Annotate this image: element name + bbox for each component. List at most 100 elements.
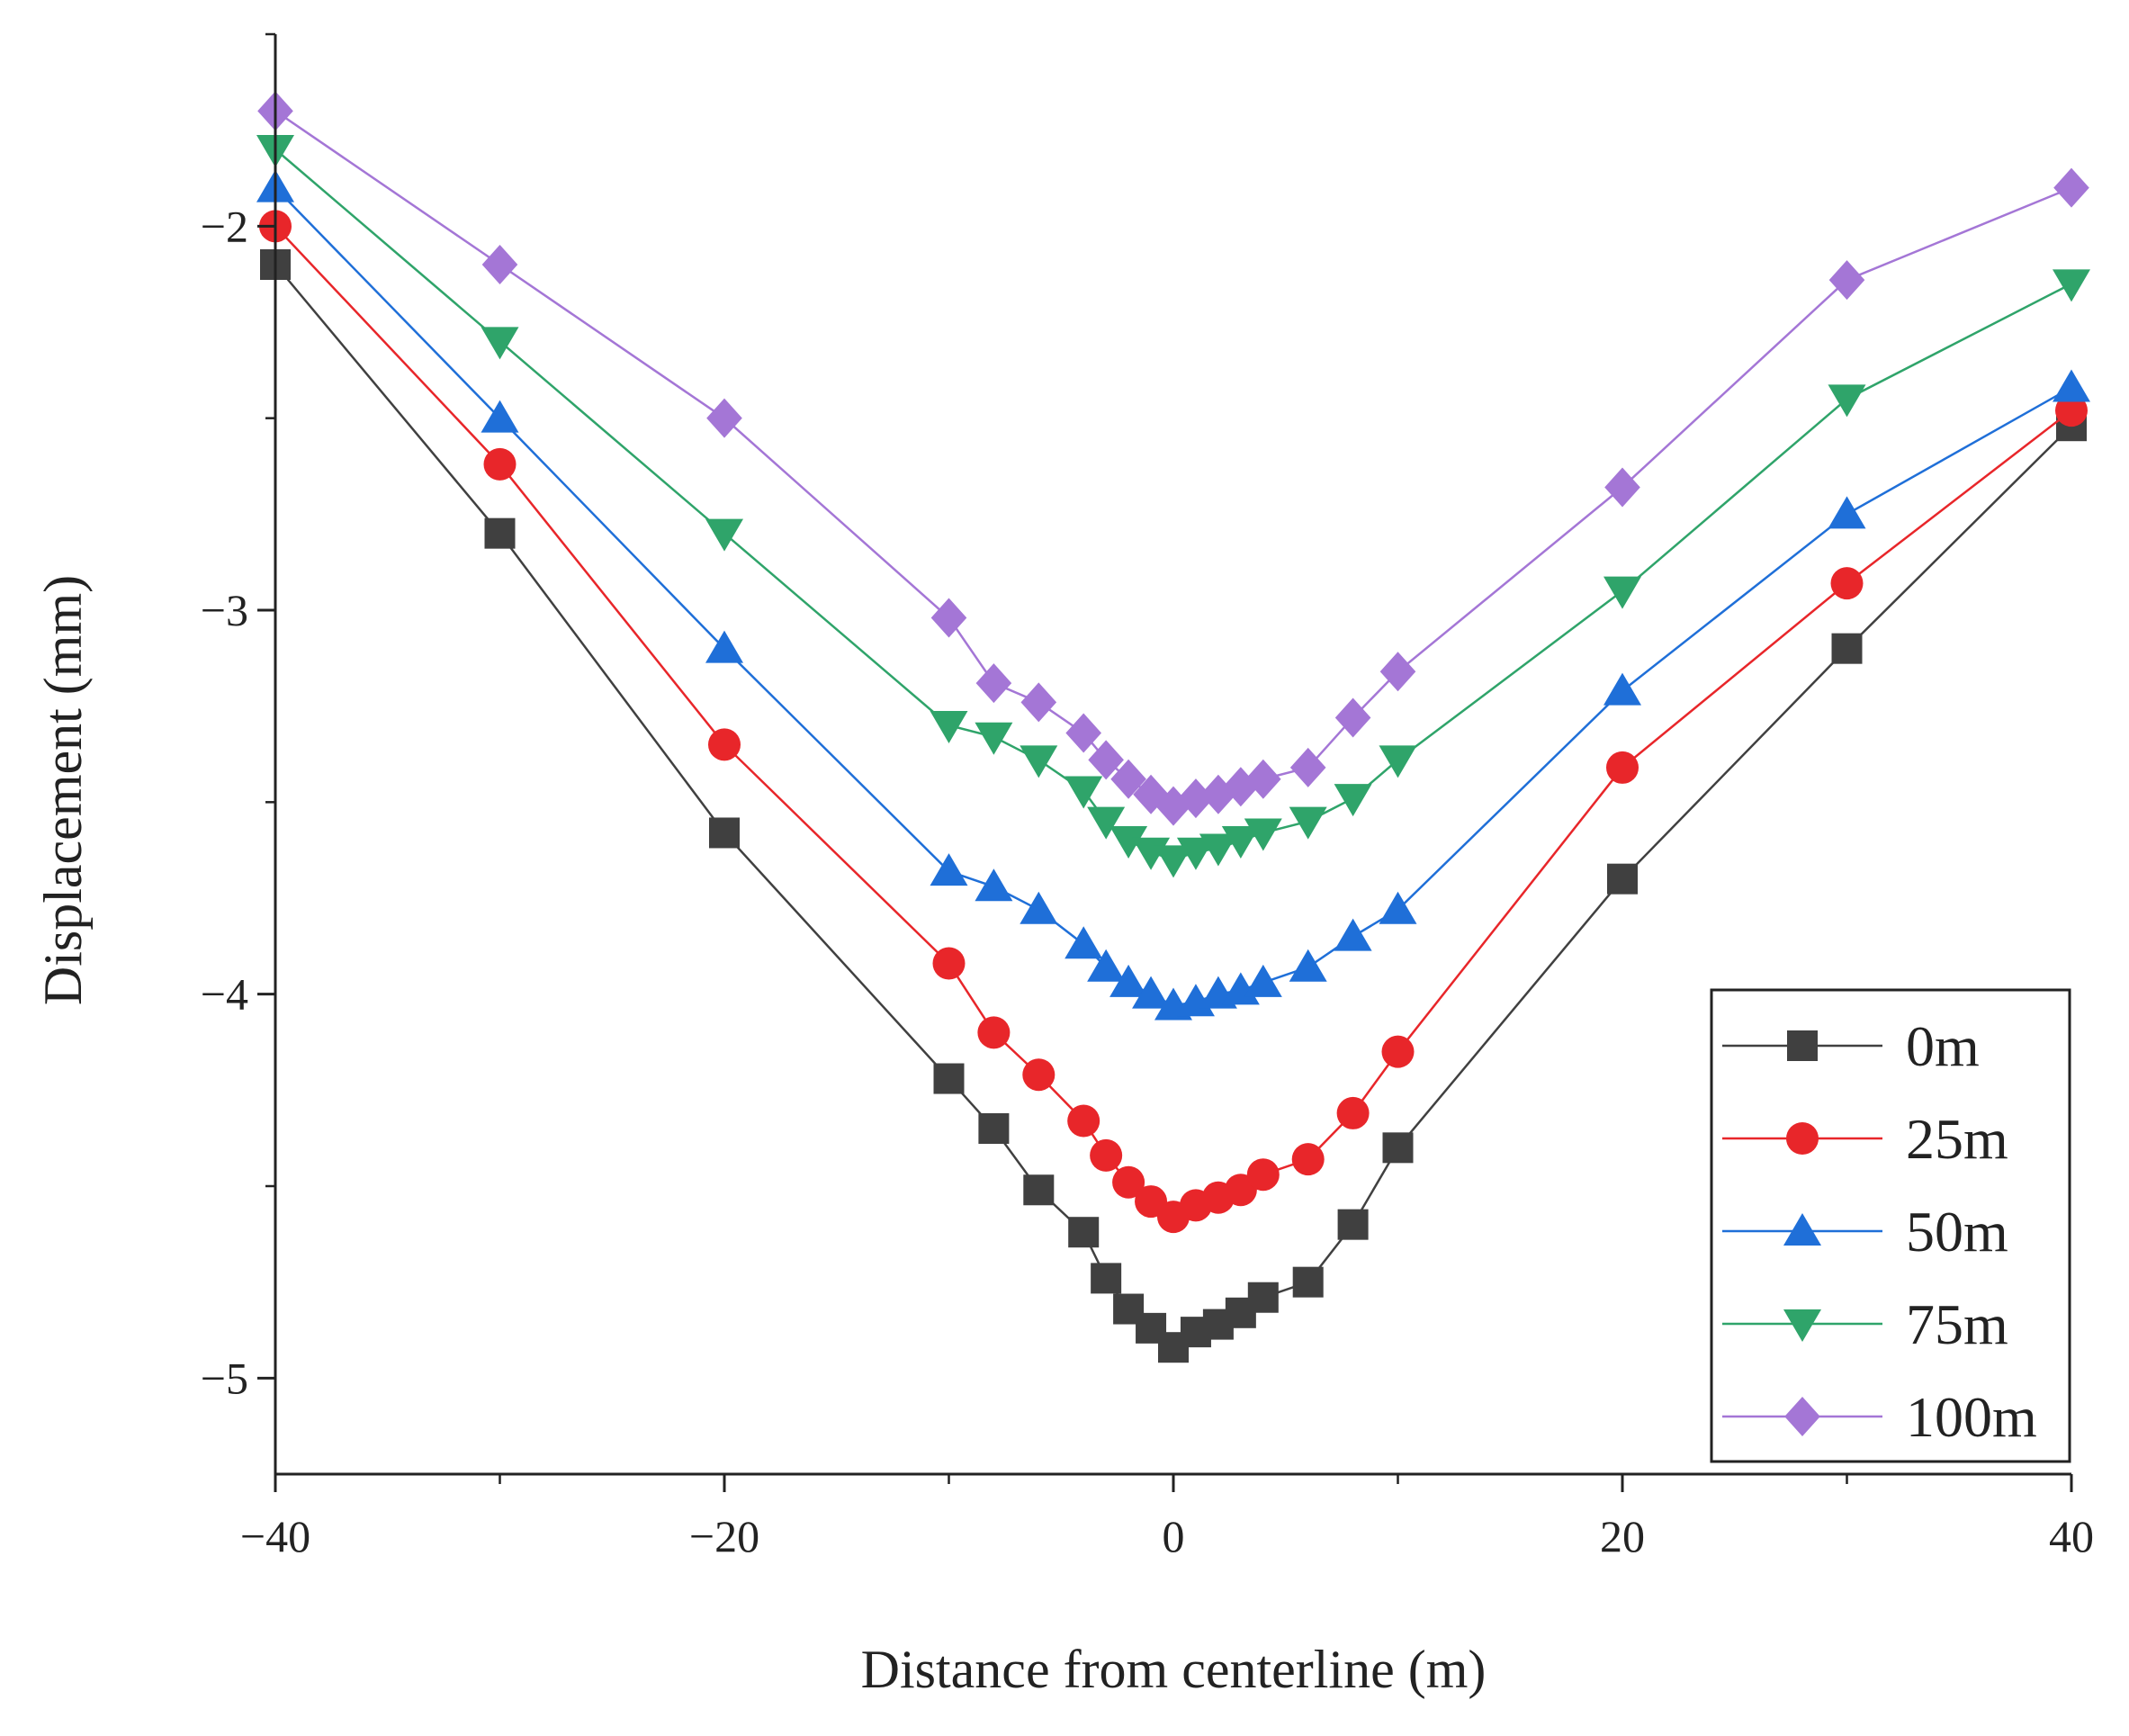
x-tick-label: 20 bbox=[1600, 1511, 1645, 1561]
x-axis-ticks: −40 −20 0 20 40 bbox=[240, 1474, 2094, 1561]
data-point-100m bbox=[1065, 713, 1101, 753]
legend: 0m 25m 50m 75m 100m bbox=[1710, 988, 2071, 1463]
data-point-50m bbox=[1603, 672, 1641, 706]
data-point-50m bbox=[975, 868, 1013, 902]
x-tick-label: −40 bbox=[240, 1511, 310, 1561]
data-point-0m bbox=[1247, 1282, 1279, 1313]
data-point-0m bbox=[709, 817, 740, 849]
legend-label: 50m bbox=[1906, 1200, 2008, 1264]
data-point-0m bbox=[1068, 1217, 1100, 1248]
data-point-75m bbox=[1109, 826, 1148, 859]
data-point-75m bbox=[481, 327, 519, 360]
data-point-50m bbox=[1289, 949, 1327, 982]
x-tick-label: 0 bbox=[1163, 1511, 1185, 1561]
legend-label: 100m bbox=[1906, 1385, 2037, 1449]
data-point-50m bbox=[1020, 891, 1058, 924]
data-point-0m bbox=[1292, 1266, 1324, 1298]
data-point-0m bbox=[1831, 633, 1863, 664]
data-point-25m bbox=[1090, 1138, 1123, 1172]
legend-marker-25m bbox=[1786, 1122, 1819, 1155]
legend-marker-100m bbox=[1784, 1397, 1820, 1436]
legend-item: 25m bbox=[1722, 1107, 2008, 1171]
data-point-50m bbox=[1087, 949, 1126, 982]
data-point-0m bbox=[1091, 1263, 1122, 1294]
legend-marker-0m bbox=[1787, 1030, 1818, 1061]
y-tick-label: −3 bbox=[201, 585, 248, 635]
data-point-25m bbox=[2055, 394, 2088, 427]
legend-item: 100m bbox=[1722, 1385, 2037, 1449]
data-point-100m bbox=[1245, 759, 1281, 799]
data-point-75m bbox=[1087, 806, 1126, 840]
data-point-75m bbox=[1379, 745, 1417, 778]
data-point-50m bbox=[930, 853, 968, 886]
legend-marker-50m bbox=[1783, 1213, 1821, 1246]
data-point-50m bbox=[1109, 964, 1148, 997]
y-axis-title: Displacement (mm) bbox=[33, 575, 93, 1005]
data-point-75m bbox=[1603, 576, 1641, 609]
data-point-0m bbox=[1023, 1174, 1055, 1206]
series-100m bbox=[257, 91, 2089, 826]
series-50m bbox=[256, 169, 2090, 1021]
data-point-75m bbox=[705, 518, 743, 552]
y-tick-label: −4 bbox=[201, 969, 248, 1020]
y-axis-ticks: −5 −4 −3 −2 bbox=[201, 32, 275, 1403]
data-point-0m bbox=[1607, 863, 1638, 895]
data-point-100m bbox=[1088, 740, 1124, 780]
legend-items: 0m 25m 50m 75m 100m bbox=[1722, 1014, 2037, 1449]
data-point-25m bbox=[1336, 1096, 1370, 1129]
data-point-75m bbox=[2053, 269, 2090, 302]
data-point-100m bbox=[1020, 682, 1057, 723]
data-point-50m bbox=[1379, 891, 1417, 924]
x-axis-title: Distance from centerline (m) bbox=[861, 1640, 1487, 1699]
data-point-100m bbox=[706, 398, 742, 438]
data-point-0m bbox=[933, 1063, 965, 1094]
legend-box bbox=[1710, 988, 2071, 1463]
data-point-25m bbox=[1381, 1035, 1415, 1068]
legend-label: 0m bbox=[1906, 1014, 1980, 1078]
data-point-100m bbox=[2053, 167, 2089, 208]
data-point-75m bbox=[1244, 818, 1282, 851]
data-point-75m bbox=[1199, 833, 1237, 867]
data-point-100m bbox=[975, 663, 1012, 704]
data-point-100m bbox=[1334, 697, 1371, 738]
data-point-50m bbox=[481, 400, 519, 433]
data-point-100m bbox=[1110, 759, 1146, 799]
data-point-0m bbox=[484, 517, 516, 549]
x-tick-label: 40 bbox=[2049, 1511, 2094, 1561]
data-point-25m bbox=[708, 728, 741, 761]
data-point-0m bbox=[978, 1113, 1010, 1144]
data-point-25m bbox=[932, 947, 966, 980]
data-point-75m bbox=[1064, 776, 1103, 809]
data-point-25m bbox=[1830, 567, 1864, 600]
data-point-75m bbox=[1828, 384, 1866, 418]
data-point-0m bbox=[1382, 1132, 1414, 1164]
data-point-0m bbox=[1337, 1209, 1369, 1240]
legend-item: 50m bbox=[1722, 1200, 2008, 1264]
data-point-100m bbox=[1178, 778, 1214, 819]
data-point-75m bbox=[930, 711, 968, 743]
legend-label: 25m bbox=[1906, 1107, 2008, 1171]
data-point-50m bbox=[705, 630, 743, 663]
data-point-50m bbox=[1244, 964, 1282, 997]
data-point-75m bbox=[1020, 745, 1058, 778]
legend-item: 75m bbox=[1722, 1292, 2008, 1356]
data-point-25m bbox=[1112, 1165, 1145, 1199]
data-point-100m bbox=[1379, 652, 1416, 692]
data-point-75m bbox=[975, 722, 1013, 755]
axes: −40 −20 0 20 40 −5 −4 −3 −2 bbox=[201, 32, 2094, 1561]
y-tick-label: −2 bbox=[201, 201, 248, 251]
data-point-100m bbox=[481, 245, 518, 284]
data-point-25m bbox=[1022, 1058, 1056, 1092]
legend-item: 0m bbox=[1722, 1014, 1980, 1078]
data-point-25m bbox=[483, 447, 517, 481]
data-point-25m bbox=[1606, 751, 1639, 784]
data-point-25m bbox=[1246, 1158, 1280, 1192]
x-tick-label: −20 bbox=[689, 1511, 759, 1561]
data-point-25m bbox=[977, 1016, 1011, 1049]
data-point-25m bbox=[1291, 1143, 1325, 1176]
data-point-75m bbox=[1289, 806, 1327, 840]
data-point-50m bbox=[1334, 918, 1372, 951]
data-point-100m bbox=[1604, 467, 1640, 508]
